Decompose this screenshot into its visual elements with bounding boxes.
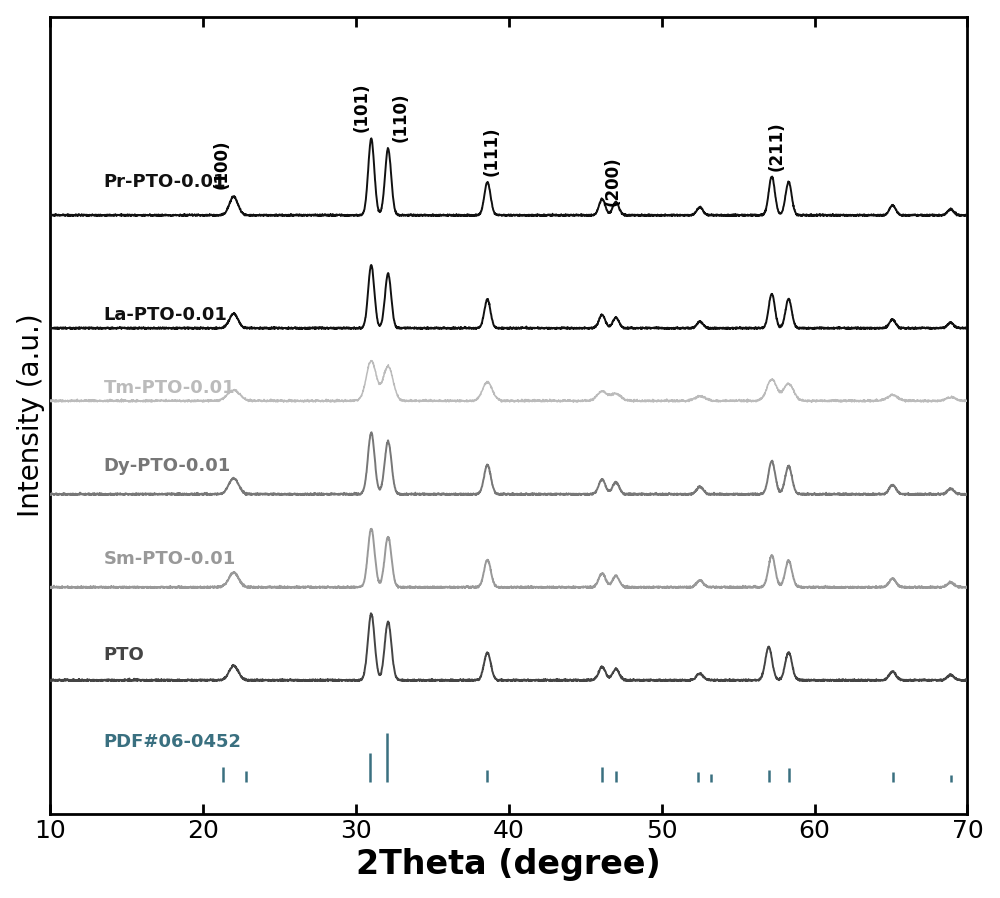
Text: (111): (111) (483, 127, 501, 176)
Text: PTO: PTO (104, 647, 144, 665)
Text: (211): (211) (767, 121, 785, 171)
Y-axis label: Intensity (a.u.): Intensity (a.u.) (17, 313, 45, 517)
Text: Dy-PTO-0.01: Dy-PTO-0.01 (104, 457, 231, 475)
Text: Pr-PTO-0.01: Pr-PTO-0.01 (104, 172, 226, 190)
X-axis label: 2Theta (degree): 2Theta (degree) (356, 849, 661, 881)
Text: (101): (101) (353, 83, 371, 132)
Text: Sm-PTO-0.01: Sm-PTO-0.01 (104, 550, 236, 568)
Text: (200): (200) (604, 156, 622, 206)
Text: La-PTO-0.01: La-PTO-0.01 (104, 305, 228, 323)
Text: PDF#06-0452: PDF#06-0452 (104, 733, 242, 751)
Text: (100): (100) (212, 139, 230, 189)
Text: Tm-PTO-0.01: Tm-PTO-0.01 (104, 379, 235, 397)
Text: (110): (110) (391, 92, 409, 142)
